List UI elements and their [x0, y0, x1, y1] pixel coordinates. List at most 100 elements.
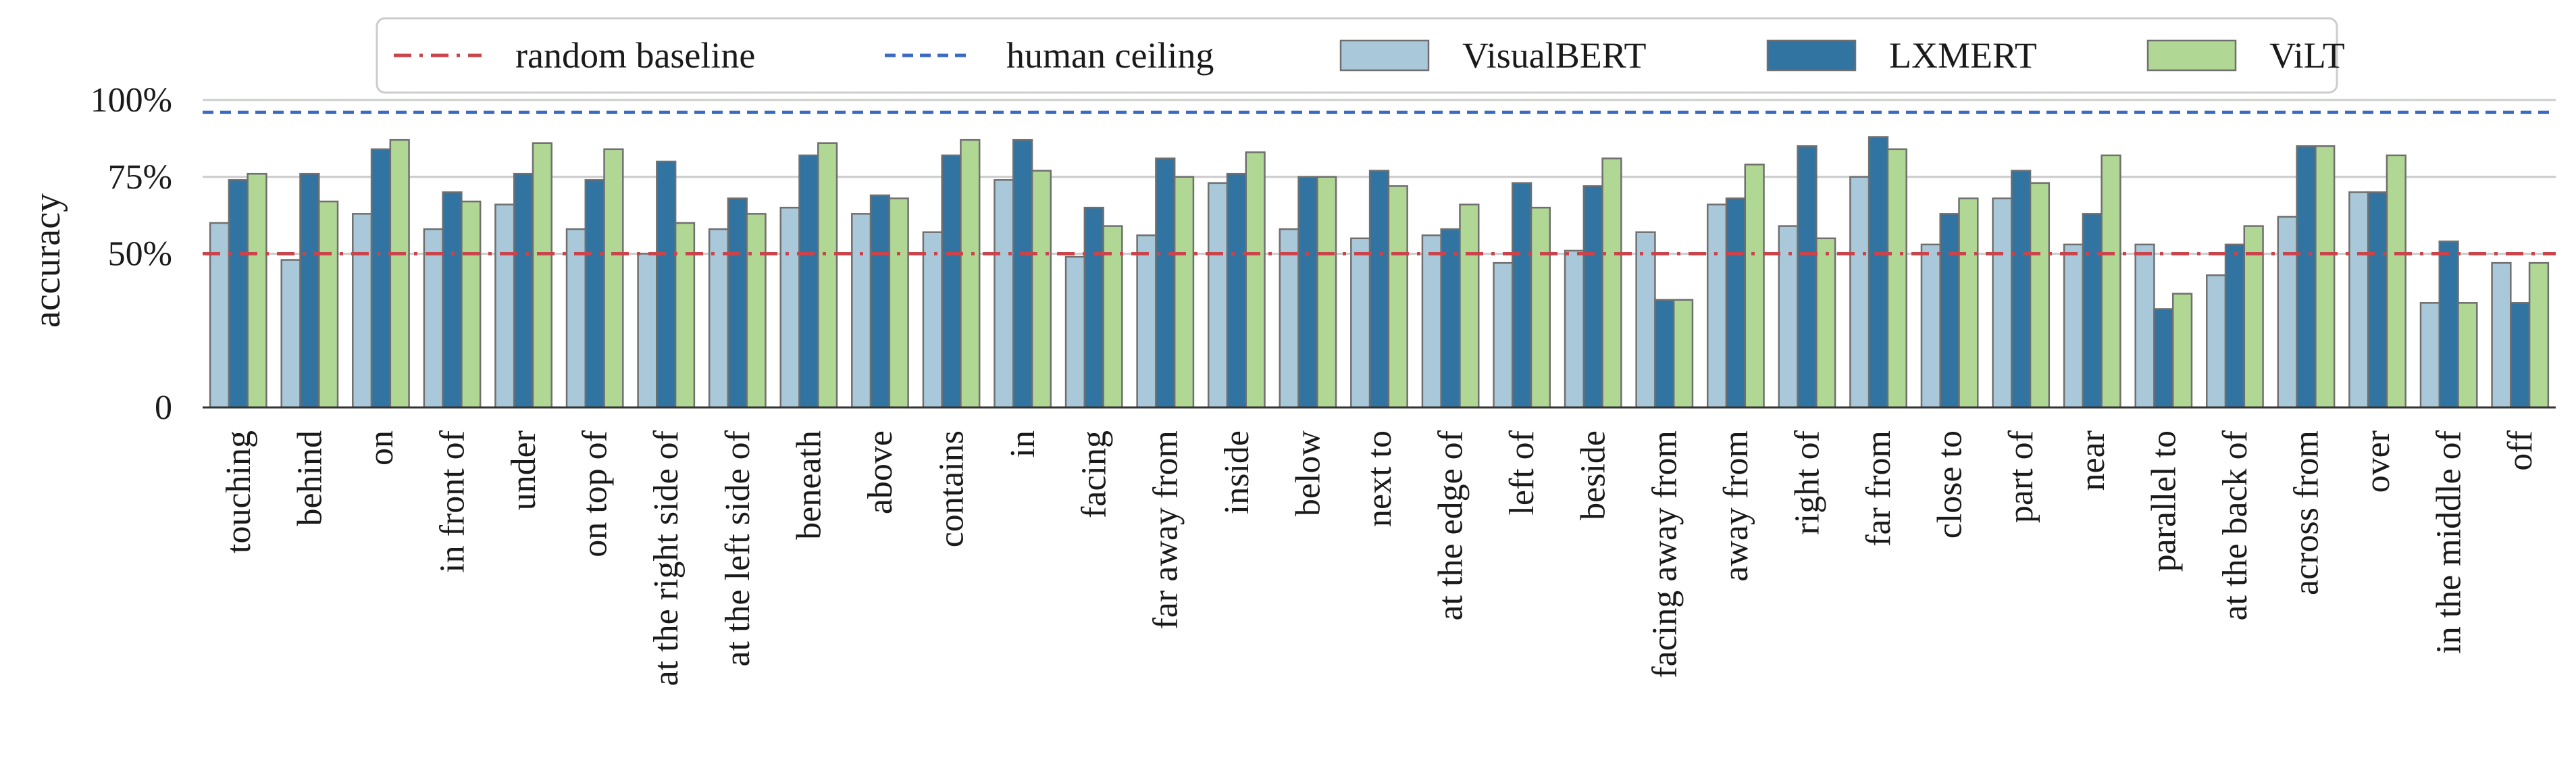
- category-label: facing away from: [1645, 430, 1684, 678]
- category-label: away from: [1717, 430, 1755, 582]
- category-label: across from: [2287, 430, 2325, 595]
- bar-visualbert-2: [352, 213, 373, 409]
- category-label: close to: [1931, 430, 1969, 539]
- bar-vilt-28: [2243, 225, 2264, 409]
- bar-lxmert-0: [228, 179, 249, 409]
- category-label: touching: [220, 430, 258, 553]
- bar-lxmert-14: [1226, 172, 1247, 409]
- bar-lxmert-21: [1725, 197, 1747, 409]
- bar-visualbert-7: [708, 228, 729, 409]
- bar-lxmert-9: [869, 194, 891, 409]
- category-label: at the back of: [2216, 430, 2255, 620]
- category-label: on top of: [576, 430, 615, 557]
- bar-vilt-2: [389, 139, 410, 409]
- bar-visualbert-12: [1064, 255, 1086, 409]
- legend-label: LXMERT: [1889, 35, 2037, 76]
- bar-lxmert-27: [2153, 308, 2174, 409]
- legend-swatch: [2146, 39, 2237, 72]
- bar-lxmert-18: [1512, 182, 1532, 409]
- bar-visualbert-11: [994, 179, 1014, 409]
- bar-visualbert-15: [1279, 228, 1299, 409]
- bar-lxmert-16: [1368, 170, 1390, 409]
- bar-lxmert-24: [1939, 213, 1960, 409]
- bar-visualbert-17: [1421, 234, 1442, 409]
- bar-vilt-31: [2457, 302, 2478, 409]
- bar-vilt-9: [888, 197, 909, 409]
- y-tick-label: 50%: [108, 235, 172, 274]
- bar-lxmert-22: [1797, 145, 1818, 409]
- bar-visualbert-19: [1564, 249, 1585, 409]
- bar-visualbert-24: [1920, 243, 1941, 409]
- bar-lxmert-8: [798, 154, 819, 409]
- bar-visualbert-1: [280, 259, 301, 409]
- category-label: in: [1004, 430, 1042, 457]
- bar-visualbert-3: [423, 228, 444, 409]
- bar-vilt-19: [1601, 157, 1622, 409]
- bar-lxmert-26: [2082, 213, 2103, 409]
- legend-label: human ceiling: [1006, 35, 1214, 76]
- bar-visualbert-28: [2206, 274, 2227, 409]
- category-label: contains: [933, 430, 971, 547]
- bar-lxmert-7: [727, 197, 748, 409]
- category-label: at the left side of: [719, 430, 757, 666]
- bar-vilt-13: [1173, 176, 1195, 409]
- y-tick-label: 100%: [91, 81, 172, 120]
- bar-lxmert-13: [1155, 157, 1176, 409]
- bar-visualbert-30: [2348, 191, 2369, 409]
- bar-vilt-8: [817, 142, 838, 409]
- bar-lxmert-15: [1297, 176, 1318, 409]
- category-label: beside: [1574, 430, 1613, 520]
- bar-vilt-12: [1102, 225, 1123, 409]
- category-label: above: [861, 430, 900, 514]
- bar-visualbert-18: [1493, 261, 1514, 409]
- category-label: in front of: [434, 430, 472, 573]
- category-label: at the right side of: [647, 430, 686, 686]
- bar-vilt-4: [532, 142, 552, 409]
- bar-visualbert-21: [1706, 203, 1728, 409]
- bar-vilt-25: [2029, 182, 2051, 409]
- bar-visualbert-16: [1350, 237, 1371, 409]
- bar-visualbert-23: [1849, 176, 1870, 409]
- bar-vilt-17: [1459, 203, 1480, 409]
- bar-vilt-30: [2386, 154, 2406, 409]
- bar-lxmert-30: [2367, 191, 2388, 409]
- y-tick-label: 75%: [108, 158, 172, 197]
- legend-label: random baseline: [515, 35, 755, 76]
- bar-vilt-18: [1530, 207, 1551, 409]
- bar-visualbert-20: [1635, 231, 1656, 409]
- bar-vilt-15: [1316, 176, 1337, 409]
- bar-lxmert-5: [584, 179, 605, 409]
- bar-visualbert-31: [2419, 302, 2441, 409]
- bar-lxmert-6: [656, 160, 677, 409]
- bar-visualbert-26: [2063, 243, 2084, 409]
- bar-lxmert-19: [1582, 185, 1603, 409]
- bar-vilt-32: [2528, 261, 2550, 409]
- bar-visualbert-29: [2277, 216, 2298, 409]
- category-label: parallel to: [2144, 430, 2183, 572]
- bar-visualbert-8: [779, 207, 800, 409]
- bar-lxmert-32: [2510, 302, 2531, 409]
- category-label: off: [2501, 430, 2540, 470]
- bar-lxmert-20: [1654, 299, 1675, 409]
- category-label: right of: [1788, 430, 1826, 534]
- bar-visualbert-6: [637, 253, 658, 409]
- bar-visualbert-25: [1992, 197, 2013, 409]
- category-label: facing: [1075, 430, 1114, 518]
- bar-vilt-26: [2101, 154, 2121, 409]
- bar-vilt-23: [1886, 148, 1907, 409]
- bar-vilt-0: [247, 172, 267, 409]
- y-axis-title: accuracy: [26, 193, 68, 328]
- bar-lxmert-11: [1012, 139, 1033, 409]
- bar-lxmert-29: [2296, 145, 2317, 409]
- bar-vilt-14: [1245, 151, 1266, 409]
- legend-swatch: [1339, 39, 1430, 72]
- bar-lxmert-12: [1083, 207, 1104, 409]
- bar-lxmert-23: [1867, 136, 1889, 409]
- bar-visualbert-13: [1136, 234, 1157, 409]
- bar-vilt-16: [1387, 185, 1408, 409]
- bar-vilt-21: [1744, 164, 1765, 409]
- bar-lxmert-31: [2438, 241, 2459, 409]
- legend-label: ViLT: [2269, 35, 2345, 76]
- category-label: near: [2073, 430, 2112, 491]
